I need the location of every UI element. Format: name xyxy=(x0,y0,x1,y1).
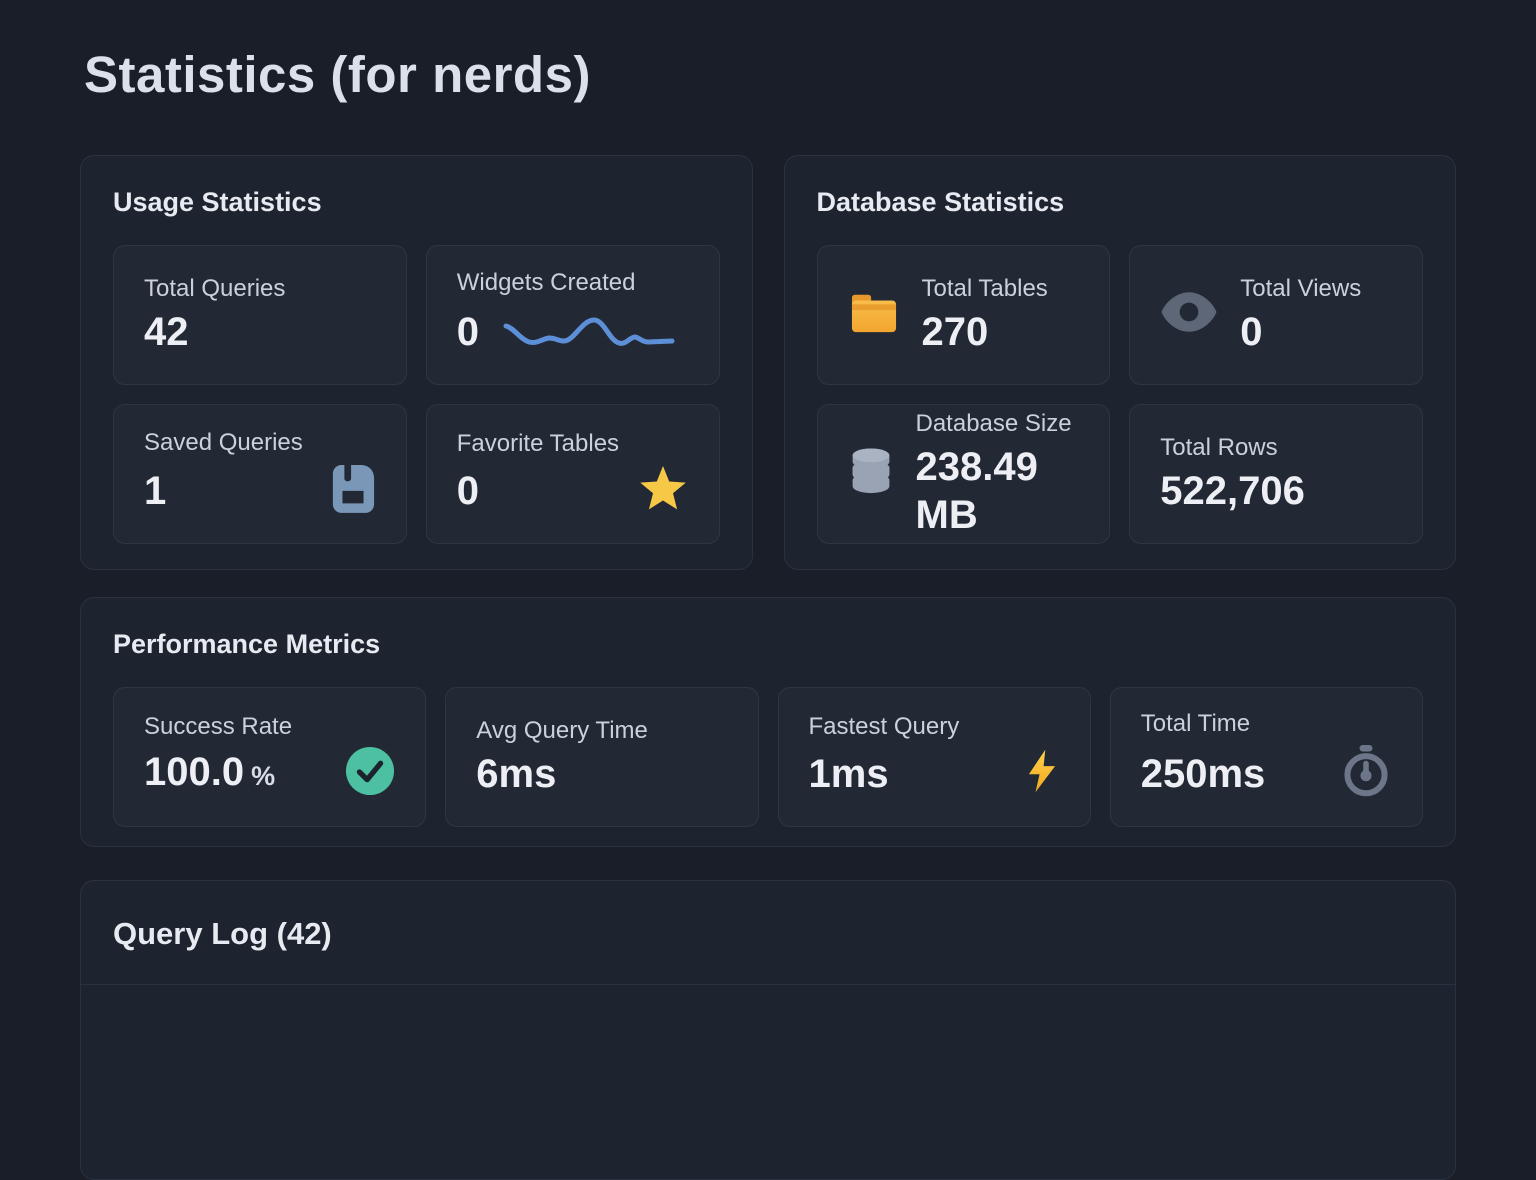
database-statistics-card: Database Statistics xyxy=(783,154,1456,570)
total-views-value: 0 xyxy=(1240,309,1263,354)
favorite-tables-label: Favorite Tables xyxy=(456,430,620,458)
database-statistics-title: Database Statistics xyxy=(816,186,1065,217)
success-rate-tile: Success Rate 100.0% xyxy=(113,686,427,827)
total-queries-label: Total Queries xyxy=(144,274,286,302)
avg-query-time-label: Avg Query Time xyxy=(476,716,648,744)
floppy-icon xyxy=(330,462,376,519)
query-log-header: Query Log (42) xyxy=(81,881,1455,984)
total-rows-tile: Total Rows 522,706 xyxy=(1129,403,1423,544)
total-views-tile: Total Views 0 xyxy=(1129,244,1423,385)
fastest-query-label: Fastest Query xyxy=(808,713,960,741)
total-queries-value: 42 xyxy=(144,309,189,354)
success-rate-label: Success Rate xyxy=(144,713,293,741)
success-rate-suffix: % xyxy=(251,760,276,791)
performance-tiles: Success Rate 100.0% Avg Query Time 6ms F xyxy=(113,686,1423,827)
total-rows-label: Total Rows xyxy=(1160,433,1278,461)
sparkline-chart xyxy=(503,312,675,361)
check-circle-icon xyxy=(345,746,395,801)
database-size-label: Database Size xyxy=(915,409,1072,437)
widgets-created-label: Widgets Created xyxy=(456,269,636,297)
performance-metrics-title: Performance Metrics xyxy=(113,628,381,659)
query-log-title: Query Log (42) xyxy=(113,915,332,951)
page-title: Statistics (for nerds) xyxy=(84,46,591,103)
usage-tiles: Total Queries 42 Widgets Created 0 xyxy=(113,244,720,544)
widgets-created-value: 0 xyxy=(456,309,479,354)
total-tables-label: Total Tables xyxy=(921,274,1048,302)
total-tables-value: 270 xyxy=(921,309,989,354)
total-views-label: Total Views xyxy=(1240,274,1362,302)
database-size-tile: Database Size 238.49 MB xyxy=(816,403,1111,544)
star-icon xyxy=(637,463,689,518)
total-time-tile: Total Time 250ms xyxy=(1109,686,1423,827)
eye-icon xyxy=(1160,290,1218,339)
statistics-page: Statistics (for nerds) Usage Statistics … xyxy=(0,46,1536,1180)
performance-metrics-card: Performance Metrics Success Rate 100.0% … xyxy=(80,596,1456,847)
usage-statistics-card: Usage Statistics Total Queries 42 Widget… xyxy=(80,154,753,570)
saved-queries-tile: Saved Queries 1 xyxy=(113,403,407,544)
database-size-value: 238.49 MB xyxy=(915,444,1038,537)
fastest-query-tile: Fastest Query 1ms xyxy=(777,686,1091,827)
total-queries-tile: Total Queries 42 xyxy=(113,244,407,385)
fastest-query-value: 1ms xyxy=(808,751,889,796)
total-rows-value: 522,706 xyxy=(1160,468,1305,513)
total-time-value: 250ms xyxy=(1140,751,1266,796)
stopwatch-icon xyxy=(1340,743,1392,804)
query-log-card: Query Log (42) xyxy=(80,879,1456,1180)
success-rate-value: 100.0% xyxy=(144,749,276,794)
usage-statistics-title: Usage Statistics xyxy=(113,186,322,217)
favorite-tables-value: 0 xyxy=(456,468,479,513)
saved-queries-value: 1 xyxy=(144,468,167,513)
widgets-created-tile: Widgets Created 0 xyxy=(425,244,720,385)
saved-queries-label: Saved Queries xyxy=(144,429,303,457)
database-tiles: Total Tables 270 Total Views 0 xyxy=(816,244,1423,544)
avg-query-time-tile: Avg Query Time 6ms xyxy=(445,686,759,827)
total-time-label: Total Time xyxy=(1140,710,1251,738)
avg-query-time-value: 6ms xyxy=(476,751,557,796)
top-cards-row: Usage Statistics Total Queries 42 Widget… xyxy=(80,154,1456,570)
database-icon xyxy=(848,445,894,502)
total-tables-tile: Total Tables 270 xyxy=(816,244,1111,385)
query-log-divider xyxy=(81,983,1455,985)
folder-icon xyxy=(848,289,900,340)
lightning-icon xyxy=(1024,746,1060,801)
favorite-tables-tile: Favorite Tables 0 xyxy=(425,403,720,544)
